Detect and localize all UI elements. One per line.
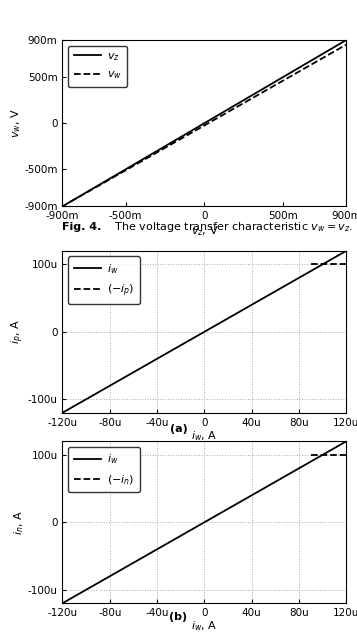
$(-i_p)$ [344,260,348,268]
Legend: $i_w$, $(-i_p)$: $i_w$, $(-i_p)$ [68,257,140,304]
$(-i_n)$ [344,451,348,458]
X-axis label: $i_w$, A: $i_w$, A [191,429,217,443]
Y-axis label: $v_w$, V: $v_w$, V [9,109,23,138]
Text: (a): (a) [170,424,187,434]
Legend: $v_z$, $v_w$: $v_z$, $v_w$ [68,46,127,87]
Text: (b): (b) [170,612,187,622]
$(-i_p)$ [309,260,313,268]
Text: The voltage transfer characteristic $v_w = v_z$.: The voltage transfer characteristic $v_w… [104,220,352,234]
X-axis label: $v_z$, V: $v_z$, V [191,224,218,238]
Y-axis label: $i_p$, A: $i_p$, A [10,319,26,344]
X-axis label: $i_w$, A: $i_w$, A [191,620,217,633]
Text: Fig. 4.: Fig. 4. [62,222,102,232]
Legend: $i_w$, $(-i_n)$: $i_w$, $(-i_n)$ [68,447,140,492]
Y-axis label: $i_n$, A: $i_n$, A [12,510,26,535]
$(-i_n)$ [309,451,313,458]
